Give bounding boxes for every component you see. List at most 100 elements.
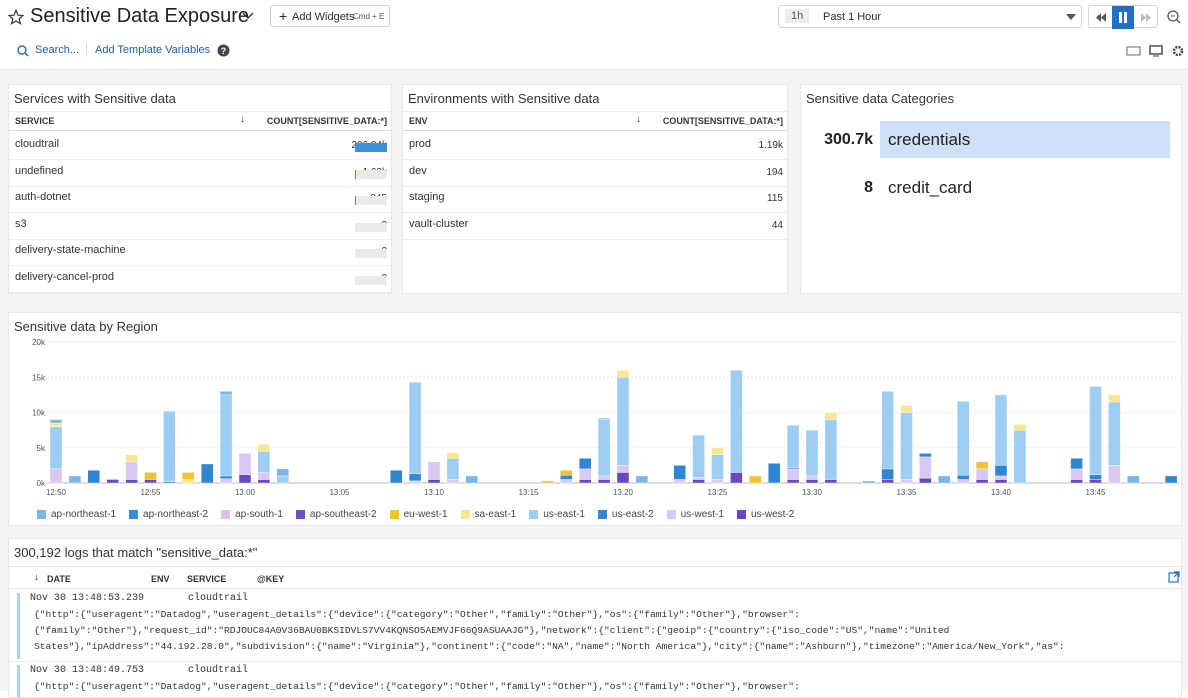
bar-segment (239, 475, 251, 483)
legend-swatch (529, 510, 538, 519)
bar-segment (107, 479, 119, 483)
category-name: credit_card (888, 178, 972, 198)
category-count: 300.7k (824, 131, 873, 149)
row-name: dev (409, 165, 427, 177)
legend-label: ap-southeast-2 (310, 509, 377, 520)
bar-segment (220, 395, 232, 476)
bar-segment (957, 401, 969, 475)
bar-segment (201, 464, 213, 483)
row-divider (403, 212, 787, 213)
legend-item: sa-east-1 (461, 509, 517, 520)
bar-segment (825, 413, 837, 420)
row-divider (9, 265, 391, 266)
bar-segment (560, 479, 572, 483)
bar-segment (1071, 469, 1083, 480)
bar-segment (674, 479, 686, 483)
category-name: credentials (888, 130, 970, 150)
bar-track (355, 276, 387, 285)
template-variables[interactable]: Add Template Variables (95, 44, 210, 56)
bar-segment (220, 479, 232, 483)
legend-label: us-east-1 (543, 509, 585, 520)
logs-widget: 300,192 logs that match "sensitive_data:… (8, 538, 1182, 698)
bar-segment (636, 476, 648, 483)
legend-item: eu-west-1 (390, 509, 448, 520)
x-tick-label: 13:00 (235, 488, 256, 497)
row-divider (9, 159, 391, 160)
widget-title: 300,192 logs that match "sensitive_data:… (14, 545, 257, 560)
bar-segment (579, 479, 591, 483)
zoom-icon[interactable] (1166, 9, 1182, 25)
bar-segment (126, 462, 138, 480)
bar-segment (560, 475, 572, 479)
log-message-line: States"},"ipAddress":"44.192.28.0","subd… (34, 641, 1065, 652)
x-tick-label: 13:20 (613, 488, 634, 497)
search-icon (16, 44, 30, 58)
legend-swatch (129, 510, 138, 519)
row-divider (9, 212, 391, 213)
add-widgets-button[interactable]: + Add Widgets Cmd + E (270, 5, 390, 27)
bar-segment (1127, 476, 1139, 483)
legend-swatch (296, 510, 305, 519)
bar-track (355, 170, 387, 179)
y-tick-label: 10k (32, 409, 46, 418)
bar-segment (1108, 395, 1120, 402)
help-icon[interactable]: ? (217, 44, 230, 57)
bar-track (355, 196, 387, 205)
legend-label: us-east-2 (612, 509, 654, 520)
bar-segment (447, 453, 459, 459)
bar-segment (1071, 458, 1083, 469)
bar-segment (447, 458, 459, 479)
star-icon[interactable] (8, 9, 24, 25)
bar-segment (957, 479, 969, 483)
add-widgets-label: Add Widgets (292, 11, 354, 23)
legend-item: ap-northeast-2 (129, 509, 208, 520)
column-header: COUNT[SENSITIVE_DATA:*] (267, 116, 387, 126)
x-tick-label: 13:05 (329, 488, 350, 497)
bar-segment (1108, 402, 1120, 465)
bar-segment (1071, 479, 1083, 483)
legend-item: us-west-2 (737, 509, 794, 520)
bar-segment (938, 476, 950, 483)
bar-segment (145, 472, 157, 479)
row-divider (9, 239, 391, 240)
log-service: cloudtrail (188, 593, 248, 604)
column-header: SERVICE (187, 574, 226, 584)
row-count: 115 (767, 193, 783, 204)
legend-label: ap-northeast-1 (51, 509, 116, 520)
playback-icons[interactable] (1089, 6, 1159, 29)
legend-swatch (37, 510, 46, 519)
bar-segment (126, 455, 138, 462)
legend-label: ap-northeast-2 (143, 509, 208, 520)
x-tick-label: 13:40 (991, 488, 1012, 497)
bar-segment (825, 479, 837, 483)
bar-segment (919, 457, 931, 478)
bar-segment (995, 476, 1007, 480)
bar-segment (598, 420, 610, 476)
widget-title: Services with Sensitive data (14, 91, 176, 106)
bar-segment (730, 472, 742, 483)
bar-segment (674, 465, 686, 479)
bar-segment (976, 462, 988, 469)
bar-segment (258, 444, 270, 451)
row-divider (403, 186, 787, 187)
bar-segment (919, 453, 931, 457)
view-icons[interactable] (1126, 44, 1186, 58)
column-header: SERVICE (15, 116, 54, 126)
legend-swatch (598, 510, 607, 519)
bar-segment (409, 481, 421, 483)
bar-segment (768, 463, 780, 483)
dashboard-title: Sensitive Data Exposure (30, 5, 249, 28)
bar-segment (390, 470, 402, 483)
services-widget: Services with Sensitive data SERVICE COUN… (8, 84, 392, 294)
title-dropdown[interactable] (241, 11, 255, 21)
time-picker[interactable]: 1h Past 1 Hour (778, 5, 1082, 28)
search[interactable]: Search... (35, 44, 79, 56)
x-tick-label: 12:55 (140, 488, 161, 497)
top-bar: Sensitive Data Exposure + Add Widgets Cm… (0, 0, 1188, 70)
open-icon[interactable] (1168, 571, 1180, 583)
row-name: delivery-cancel-prod (15, 271, 114, 283)
row-divider (9, 292, 391, 293)
bar-segment (617, 465, 629, 472)
